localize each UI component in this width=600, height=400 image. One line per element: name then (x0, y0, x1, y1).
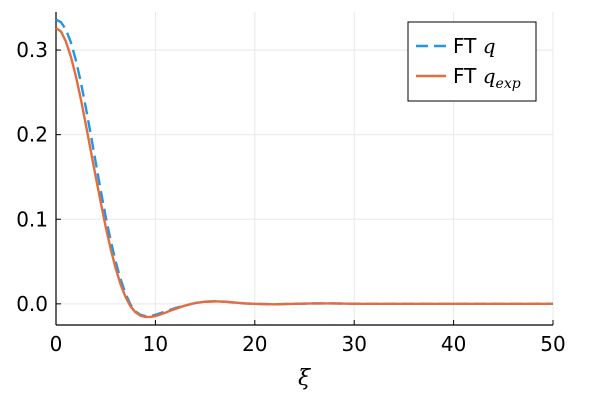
y-tick-label: 0.2 (16, 123, 48, 147)
x-axis-label: ξ (298, 366, 312, 391)
x-tick-label: 30 (341, 332, 366, 356)
legend-entry-q-exp-math: q (483, 64, 496, 88)
legend: FT q FT qexp (407, 21, 537, 102)
y-tick-label: 0.3 (16, 38, 48, 62)
tick-labels: 0 10 20 30 40 50 0.0 0.1 0.2 0.3 (16, 38, 566, 356)
legend-box (407, 21, 537, 102)
x-tick-label: 20 (242, 332, 267, 356)
axes-frame (55, 12, 554, 326)
legend-entry-q-exp: FT qexp (453, 64, 521, 92)
x-tick-label: 0 (50, 332, 63, 356)
x-tick-label: 10 (143, 332, 168, 356)
series-line-q-exp (55, 27, 553, 319)
y-tick-label: 0.1 (16, 207, 48, 231)
series-lines (55, 18, 553, 319)
legend-entry-q-prefix: FT (453, 34, 483, 58)
x-tick-label: 50 (540, 332, 565, 356)
legend-entry-q-math: q (483, 34, 496, 58)
legend-entry-q-exp-prefix: FT (453, 64, 483, 88)
y-tick-label: 0.0 (16, 292, 48, 316)
legend-entry-q: FT q (453, 34, 496, 58)
legend-entry-q-exp-subscript: exp (496, 76, 521, 92)
x-tick-label: 40 (441, 332, 466, 356)
